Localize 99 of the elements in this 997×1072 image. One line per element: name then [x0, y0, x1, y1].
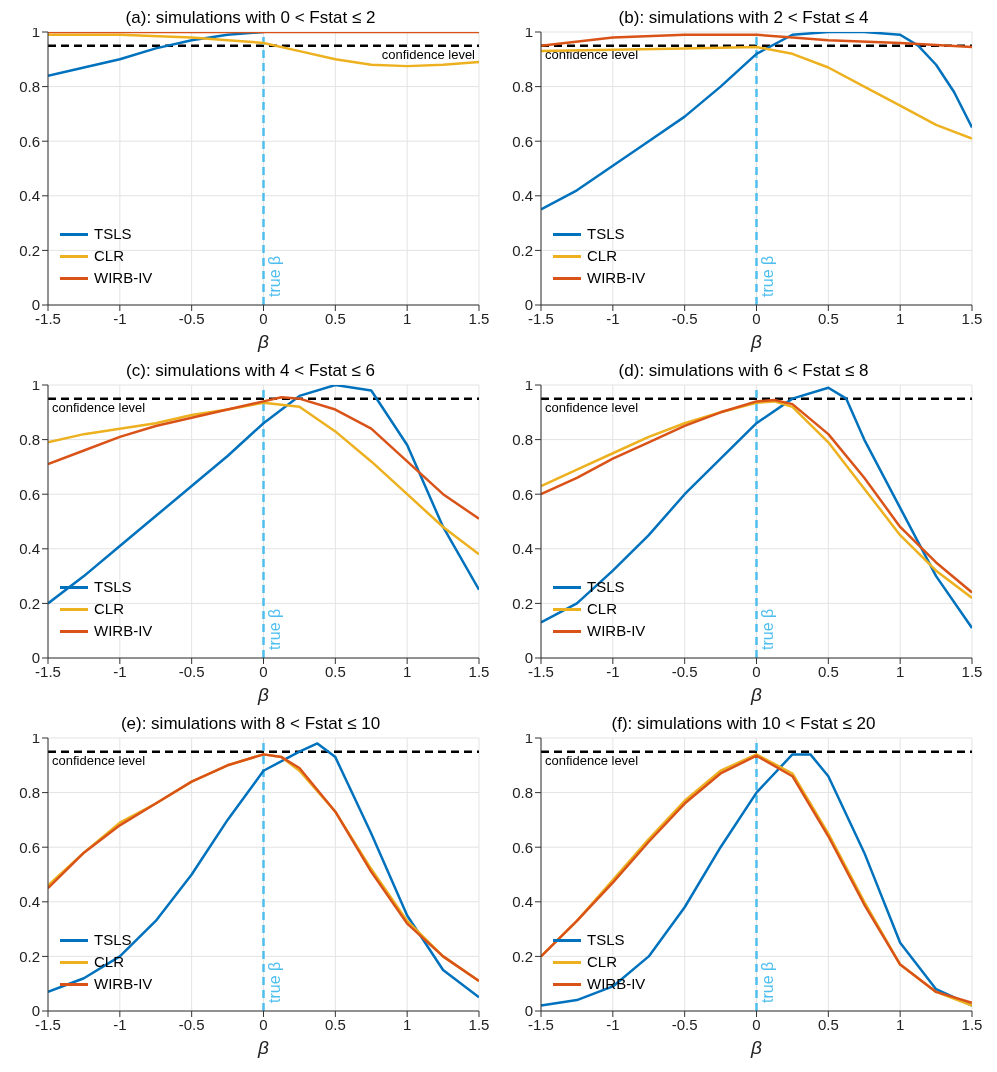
ref-line-label: true β [758, 961, 776, 1003]
x-axis-title: β [750, 331, 763, 353]
x-tick-label: -1 [113, 309, 127, 327]
ref-line-label: confidence level [545, 399, 639, 415]
y-tick-label: 0.8 [19, 77, 40, 95]
x-tick-label: -0.5 [671, 662, 698, 680]
legend-label: CLR [587, 952, 618, 972]
y-tick-label: 0.8 [512, 77, 533, 95]
ref-line-label: true β [758, 608, 776, 650]
x-tick-label: -0.5 [178, 662, 205, 680]
x-tick-label: -1 [606, 1015, 620, 1033]
legend-label: WIRB-IV [94, 268, 153, 288]
y-tick-label: 0.8 [512, 783, 533, 801]
x-tick-label: 0.5 [324, 662, 346, 680]
y-tick-label: 0.2 [19, 947, 40, 965]
y-tick-label: 0.2 [512, 594, 533, 612]
y-tick-label: 0.2 [19, 241, 40, 259]
x-tick-label: -0.5 [178, 309, 205, 327]
ref-line-label: true β [265, 961, 283, 1003]
x-tick-label: 0 [752, 662, 761, 680]
ref-line-label: true β [265, 608, 283, 650]
y-tick-label: 0.4 [512, 893, 533, 911]
chart-title: (e): simulations with 8 < Fstat ≤ 10 [120, 714, 381, 733]
x-tick-label: 1 [402, 1015, 412, 1033]
legend-label: WIRB-IV [587, 268, 646, 288]
chart-title: (d): simulations with 6 < Fstat ≤ 8 [618, 361, 869, 380]
x-tick-label: -1 [113, 662, 127, 680]
chart-title: (f): simulations with 10 < Fstat ≤ 20 [611, 714, 876, 733]
y-tick-label: 0.6 [19, 485, 40, 503]
chart-title: (c): simulations with 4 < Fstat ≤ 6 [126, 361, 375, 380]
x-tick-label: -0.5 [671, 309, 698, 327]
y-tick-label: 0.4 [19, 540, 40, 558]
y-tick-label: 0.8 [19, 783, 40, 801]
y-tick-label: 0.8 [512, 430, 533, 448]
x-tick-label: 1.5 [468, 309, 490, 327]
chart-title: (b): simulations with 2 < Fstat ≤ 4 [618, 8, 869, 27]
x-axis-title: β [257, 684, 270, 706]
y-tick-label: 0.2 [512, 947, 533, 965]
x-tick-label: -1 [606, 309, 620, 327]
ref-line-label: confidence level [381, 46, 476, 62]
x-tick-label: 0 [259, 662, 268, 680]
x-tick-label: 0 [752, 309, 761, 327]
legend-label: TSLS [587, 930, 625, 950]
ref-line-label: confidence level [52, 752, 146, 768]
x-tick-label: 1 [895, 309, 905, 327]
y-tick-label: 0.4 [19, 893, 40, 911]
x-tick-label: -1 [606, 662, 620, 680]
y-tick-label: 0.6 [512, 485, 533, 503]
x-axis-title: β [750, 1037, 763, 1059]
y-tick-label: 0.4 [19, 187, 40, 205]
x-tick-label: 0.5 [817, 309, 839, 327]
x-tick-label: 0.5 [324, 1015, 346, 1033]
x-tick-label: 1.5 [961, 309, 983, 327]
y-tick-label: 0.4 [512, 540, 533, 558]
legend-label: WIRB-IV [587, 621, 646, 641]
ref-line-label: confidence level [545, 46, 639, 62]
legend-label: CLR [587, 599, 618, 619]
legend-label: TSLS [94, 224, 132, 244]
legend-label: CLR [587, 246, 618, 266]
x-tick-label: 1 [895, 1015, 905, 1033]
legend-label: WIRB-IV [94, 974, 153, 994]
y-tick-label: 0.2 [19, 594, 40, 612]
x-tick-label: 1.5 [468, 1015, 490, 1033]
legend-label: TSLS [587, 224, 625, 244]
x-tick-label: -0.5 [671, 1015, 698, 1033]
y-tick-label: 0.2 [512, 241, 533, 259]
legend-label: CLR [94, 599, 125, 619]
legend-label: TSLS [94, 577, 132, 597]
x-tick-label: 0.5 [817, 1015, 839, 1033]
ref-line-label: true β [758, 255, 776, 297]
y-tick-label: 0.6 [19, 838, 40, 856]
x-tick-label: 0 [259, 1015, 268, 1033]
x-axis-title: β [750, 684, 763, 706]
y-tick-label: 0.6 [512, 132, 533, 150]
x-tick-label: -0.5 [178, 1015, 205, 1033]
legend-label: CLR [94, 246, 125, 266]
y-tick-label: 0.6 [512, 838, 533, 856]
x-tick-label: 1.5 [961, 662, 983, 680]
x-tick-label: 1 [402, 309, 412, 327]
y-tick-label: 0.6 [19, 132, 40, 150]
x-tick-label: 0 [752, 1015, 761, 1033]
x-tick-label: 0.5 [817, 662, 839, 680]
x-tick-label: 0 [259, 309, 268, 327]
x-tick-label: 1 [402, 662, 412, 680]
x-tick-label: 0.5 [324, 309, 346, 327]
chart-title: (a): simulations with 0 < Fstat ≤ 2 [125, 8, 376, 27]
x-axis-title: β [257, 1037, 270, 1059]
legend-label: TSLS [94, 930, 132, 950]
x-tick-label: -1 [113, 1015, 127, 1033]
ref-line-label: confidence level [52, 399, 146, 415]
x-tick-label: 1.5 [961, 1015, 983, 1033]
y-tick-label: 0.8 [19, 430, 40, 448]
y-tick-label: 0.4 [512, 187, 533, 205]
ref-line-label: confidence level [545, 752, 639, 768]
legend-label: WIRB-IV [94, 621, 153, 641]
ref-line-label: true β [265, 255, 283, 297]
x-axis-title: β [257, 331, 270, 353]
x-tick-label: 1 [895, 662, 905, 680]
x-tick-label: 1.5 [468, 662, 490, 680]
